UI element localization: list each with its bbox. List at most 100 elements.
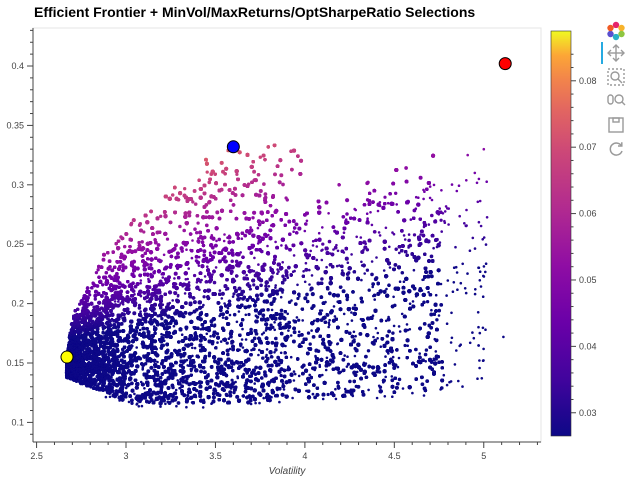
- portfolio-point: [432, 357, 437, 362]
- portfolio-point: [156, 383, 161, 388]
- portfolio-point: [265, 392, 270, 397]
- portfolio-point: [326, 392, 330, 397]
- portfolio-point: [390, 384, 395, 389]
- portfolio-point: [128, 394, 133, 398]
- portfolio-point: [283, 351, 287, 355]
- portfolio-point: [220, 387, 225, 392]
- portfolio-point: [211, 399, 216, 404]
- portfolio-point: [306, 395, 312, 400]
- portfolio-point: [107, 382, 112, 387]
- portfolio-point: [427, 357, 433, 362]
- portfolio-point: [371, 372, 374, 375]
- portfolio-point: [174, 395, 179, 400]
- portfolio-point: [395, 348, 399, 352]
- portfolio-point: [266, 363, 271, 368]
- portfolio-point: [359, 376, 363, 381]
- portfolio-point: [228, 393, 233, 398]
- portfolio-point: [442, 373, 446, 377]
- portfolio-point: [92, 377, 97, 382]
- portfolio-point: [355, 370, 359, 374]
- portfolio-point: [238, 364, 242, 369]
- portfolio-point: [104, 395, 108, 399]
- portfolio-point: [124, 391, 129, 396]
- portfolio-point: [198, 384, 203, 389]
- portfolio-point: [219, 364, 224, 369]
- portfolio-point: [243, 389, 248, 394]
- portfolio-point: [328, 358, 333, 362]
- portfolio-point: [403, 343, 407, 348]
- portfolio-point: [133, 369, 138, 373]
- portfolio-point: [389, 346, 394, 351]
- portfolio-point: [241, 374, 245, 379]
- portfolio-point: [197, 363, 203, 368]
- portfolio-point: [309, 375, 313, 380]
- portfolio-point: [242, 363, 246, 367]
- portfolio-point: [247, 394, 252, 399]
- portfolio-point: [393, 376, 397, 380]
- portfolio-point: [209, 378, 214, 383]
- portfolio-point: [367, 364, 371, 369]
- portfolio-point: [449, 341, 453, 344]
- portfolio-point: [301, 363, 306, 368]
- portfolio-point: [201, 366, 206, 370]
- portfolio-point: [391, 362, 396, 367]
- portfolio-point: [194, 368, 199, 373]
- portfolio-point: [420, 382, 425, 387]
- portfolio-point: [118, 399, 121, 402]
- portfolio-point: [433, 337, 437, 341]
- portfolio-point: [185, 405, 188, 409]
- portfolio-point: [361, 392, 366, 397]
- portfolio-point: [395, 385, 399, 390]
- portfolio-point: [366, 349, 371, 353]
- portfolio-point: [202, 370, 207, 375]
- portfolio-point: [342, 393, 347, 398]
- portfolio-point: [301, 371, 305, 376]
- portfolio-point: [178, 386, 181, 390]
- portfolio-point: [225, 380, 230, 386]
- portfolio-point: [166, 400, 169, 404]
- portfolio-point: [201, 359, 205, 364]
- portfolio-point: [249, 379, 253, 384]
- portfolio-point: [338, 351, 343, 355]
- plot-area[interactable]: [32, 27, 542, 443]
- portfolio-point: [314, 360, 319, 365]
- portfolio-point: [341, 357, 346, 362]
- portfolio-point: [397, 356, 401, 360]
- portfolio-point: [222, 398, 226, 403]
- portfolio-point: [168, 392, 173, 397]
- portfolio-point: [421, 358, 425, 362]
- portfolio-point: [304, 368, 309, 373]
- portfolio-point: [253, 397, 257, 402]
- portfolio-point: [133, 378, 138, 383]
- portfolio-point: [478, 366, 481, 370]
- portfolio-point: [261, 356, 265, 360]
- portfolio-point: [305, 389, 308, 393]
- portfolio-point: [375, 396, 379, 400]
- portfolio-point: [280, 392, 285, 397]
- portfolio-point: [226, 357, 231, 362]
- portfolio-point: [392, 390, 397, 394]
- portfolio-point: [110, 378, 115, 383]
- portfolio-point: [424, 348, 429, 352]
- scatter-cloud: [64, 143, 505, 409]
- portfolio-point: [177, 381, 182, 386]
- portfolio-point: [199, 369, 203, 374]
- portfolio-point: [407, 385, 412, 390]
- portfolio-point: [433, 361, 438, 366]
- portfolio-point: [279, 351, 283, 355]
- portfolio-point: [145, 380, 150, 385]
- portfolio-point: [279, 378, 285, 383]
- portfolio-point: [201, 406, 205, 409]
- portfolio-point: [468, 341, 472, 345]
- portfolio-point: [236, 375, 239, 378]
- portfolio-point: [189, 395, 194, 400]
- portfolio-point: [260, 376, 264, 380]
- portfolio-point: [478, 331, 482, 335]
- portfolio-point: [236, 398, 242, 403]
- portfolio-point: [163, 369, 168, 374]
- portfolio-point: [265, 353, 268, 357]
- portfolio-point: [269, 355, 274, 359]
- portfolio-point: [331, 367, 336, 371]
- portfolio-point: [418, 352, 422, 355]
- portfolio-point: [202, 398, 206, 402]
